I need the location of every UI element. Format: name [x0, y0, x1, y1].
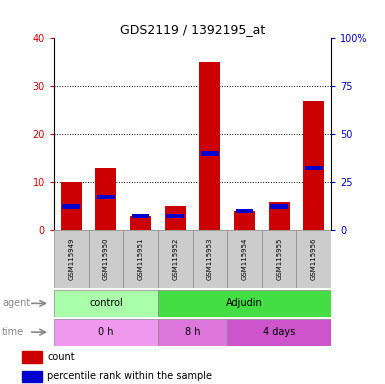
Bar: [166, 214, 184, 218]
Bar: [62, 204, 80, 209]
Bar: [303, 101, 324, 230]
Bar: [22, 351, 42, 363]
Text: GSM115954: GSM115954: [241, 238, 248, 280]
Text: GSM115951: GSM115951: [137, 238, 144, 280]
Bar: [123, 230, 158, 288]
Bar: [227, 319, 331, 346]
Bar: [132, 214, 149, 218]
Bar: [234, 211, 255, 230]
Text: GSM115955: GSM115955: [276, 238, 282, 280]
Bar: [158, 230, 192, 288]
Text: GSM115956: GSM115956: [311, 238, 317, 280]
Bar: [236, 209, 253, 214]
Text: 0 h: 0 h: [98, 327, 114, 337]
Title: GDS2119 / 1392195_at: GDS2119 / 1392195_at: [120, 23, 265, 36]
Text: GSM115949: GSM115949: [68, 238, 74, 280]
Bar: [95, 168, 116, 230]
Bar: [227, 230, 262, 288]
Bar: [165, 207, 186, 230]
Bar: [270, 204, 288, 209]
Bar: [158, 319, 227, 346]
Text: count: count: [47, 352, 75, 362]
Bar: [89, 230, 123, 288]
Bar: [54, 230, 89, 288]
Bar: [192, 230, 227, 288]
Text: 4 days: 4 days: [263, 327, 295, 337]
Bar: [22, 371, 42, 382]
Text: control: control: [89, 298, 123, 308]
Bar: [158, 290, 331, 317]
Text: GSM115953: GSM115953: [207, 238, 213, 280]
Bar: [61, 182, 82, 230]
Text: agent: agent: [2, 298, 30, 308]
Bar: [54, 290, 158, 317]
Bar: [296, 230, 331, 288]
Bar: [201, 151, 219, 156]
Text: Adjudin: Adjudin: [226, 298, 263, 308]
Bar: [130, 216, 151, 230]
Bar: [97, 195, 115, 199]
Bar: [262, 230, 296, 288]
Text: percentile rank within the sample: percentile rank within the sample: [47, 371, 212, 381]
Text: GSM115950: GSM115950: [103, 238, 109, 280]
Bar: [199, 62, 220, 230]
Text: GSM115952: GSM115952: [172, 238, 178, 280]
Text: time: time: [2, 327, 24, 337]
Bar: [305, 166, 323, 170]
Bar: [269, 202, 290, 230]
Text: 8 h: 8 h: [185, 327, 200, 337]
Bar: [54, 319, 158, 346]
